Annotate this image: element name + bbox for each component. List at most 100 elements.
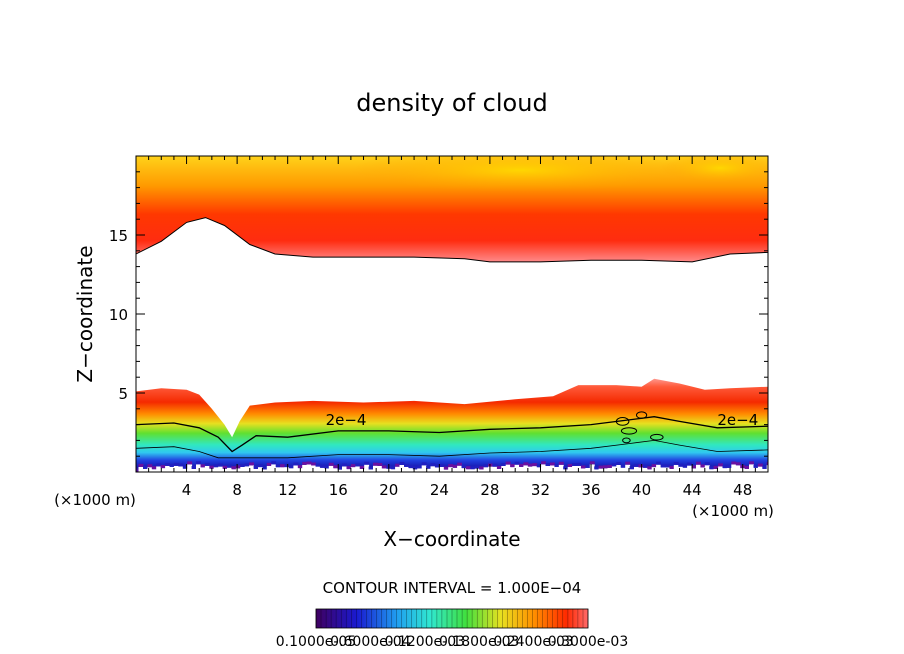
clear-base-cell (439, 467, 445, 472)
clear-base-cell (470, 469, 476, 472)
cloud-base-edge (527, 463, 533, 467)
cloud-base-edge (324, 465, 330, 469)
clear-base-cell (395, 466, 400, 472)
clear-base-cell (443, 469, 449, 472)
cloud-base-edge (302, 461, 308, 465)
clear-base-cell (399, 465, 405, 472)
clear-base-cell (532, 466, 538, 472)
cloud-base-edge (443, 466, 449, 470)
cloud-base-edge (448, 464, 454, 468)
clear-base-cell (558, 464, 564, 472)
clear-base-cell (452, 467, 458, 472)
cloud-base-edge (594, 466, 600, 470)
clear-base-cell (204, 465, 210, 472)
clear-base-cell (762, 468, 768, 472)
cloud-base-edge (368, 466, 374, 470)
clear-base-cell (165, 466, 170, 472)
cloud-base-edge (395, 463, 400, 467)
cloud-base-edge (377, 463, 383, 466)
cloud-base-edge (328, 462, 334, 466)
clear-base-cell (280, 467, 285, 472)
cloud-base-edge (169, 463, 175, 467)
clear-base-cell (616, 465, 622, 472)
x-tick-label: 36 (581, 481, 600, 499)
clear-base-cell (726, 467, 732, 472)
cloud-base-edge (611, 463, 617, 467)
clear-base-cell (191, 469, 197, 472)
clear-base-cell (359, 468, 365, 472)
clear-base-cell (390, 469, 396, 472)
clear-base-cell (656, 464, 661, 472)
cloud-base-edge (731, 461, 737, 465)
cloud-base-edge (178, 463, 184, 467)
cloud-base-edge (408, 465, 414, 469)
contour-label: 2e−4 (717, 411, 758, 429)
cloud-base-edge (749, 461, 754, 465)
cloud-base-edge (673, 461, 679, 465)
clear-base-cell (713, 468, 719, 472)
clear-base-cell (678, 466, 684, 472)
clear-base-cell (766, 465, 768, 472)
clear-base-cell (187, 464, 193, 472)
cloud-base-edge (492, 463, 498, 467)
clear-base-cell (753, 467, 759, 472)
cloud-base-edge (262, 466, 268, 470)
clear-base-cell (138, 466, 144, 472)
upper-yellow-core (350, 156, 690, 192)
cloud-base-edge (399, 462, 405, 465)
cloud-base-edge (647, 466, 653, 470)
clear-base-cell (634, 466, 639, 472)
cloud-base-edge (381, 465, 387, 469)
clear-base-cell (505, 464, 511, 472)
clear-base-cell (173, 465, 179, 472)
cloud-base-edge (709, 466, 715, 470)
clear-base-cell (182, 468, 188, 472)
clear-base-cell (218, 466, 224, 472)
cloud-base-edge (218, 463, 224, 467)
y-tick-label: 15 (109, 227, 128, 245)
clear-base-cell (302, 464, 308, 472)
clear-base-cell (642, 467, 648, 472)
clear-base-cell (240, 467, 246, 472)
cloud-base-edge (173, 462, 179, 466)
contour-labels: 2e−4 2e−4 (326, 411, 759, 429)
cloud-base-edge (545, 463, 551, 466)
cloud-base-edge (607, 464, 613, 468)
clear-base-cell (580, 468, 586, 472)
clear-base-cell (346, 469, 352, 472)
colorbar-label: 0.1200e-03 (385, 634, 465, 650)
clear-base-cell (262, 469, 268, 472)
cloud-base-edge (558, 461, 564, 465)
cloud-base-edge (143, 466, 148, 469)
clear-base-cell (488, 466, 493, 472)
cloud-base-edge (585, 464, 591, 468)
cloud-base-speckle (138, 461, 768, 472)
clear-base-cell (731, 464, 737, 472)
cloud-base-edge (258, 464, 263, 468)
clear-base-cell (143, 469, 148, 472)
cloud-base-edge (722, 465, 728, 469)
cloud-base-edge (434, 464, 440, 468)
clear-base-cell (311, 465, 316, 472)
cloud-base-edge (390, 466, 396, 470)
clear-base-cell (673, 464, 679, 472)
cloud-base-edge (187, 461, 193, 465)
cloud-base-edge (457, 462, 462, 466)
cloud-base-edge (417, 465, 423, 469)
cloud-base-edge (505, 461, 511, 465)
clear-base-cell (527, 466, 533, 472)
cloud-base-edge (288, 465, 294, 469)
clear-base-cell (647, 469, 653, 472)
cloud-base-edge (757, 463, 763, 467)
cloud-base-edge (350, 464, 356, 468)
clear-base-cell (417, 468, 423, 472)
cloud-base-edge (165, 463, 170, 466)
cloud-base-edge (306, 461, 312, 465)
cloud-base-edge (342, 463, 347, 467)
cloud-base-edge (541, 461, 546, 465)
clear-base-cell (275, 467, 281, 472)
clear-base-cell (231, 469, 237, 472)
cloud-base-edge (138, 463, 144, 467)
convective-loop (620, 427, 638, 435)
cloud-base-edge (253, 465, 259, 469)
